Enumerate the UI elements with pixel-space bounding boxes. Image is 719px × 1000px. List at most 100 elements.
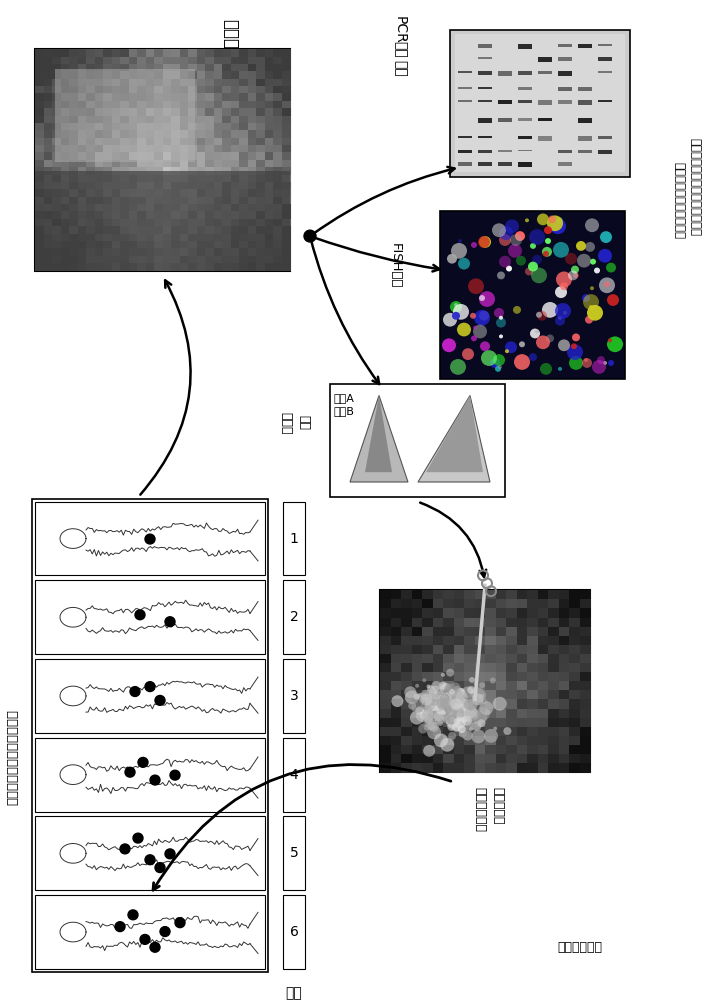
Bar <box>205 175 214 183</box>
Bar <box>222 167 232 176</box>
Bar <box>35 197 45 205</box>
Bar <box>196 71 206 80</box>
Bar <box>256 263 265 271</box>
Bar <box>60 241 70 249</box>
Circle shape <box>469 712 475 718</box>
Bar <box>44 167 53 176</box>
Bar <box>433 663 444 673</box>
Bar <box>52 226 62 235</box>
Circle shape <box>436 717 441 721</box>
Bar <box>401 590 413 600</box>
Circle shape <box>505 341 517 353</box>
Circle shape <box>449 717 456 723</box>
Bar <box>103 211 112 220</box>
Bar <box>222 108 232 117</box>
Bar <box>94 49 104 58</box>
Bar <box>516 681 528 691</box>
Bar <box>580 681 591 691</box>
Bar <box>580 745 591 755</box>
Bar <box>35 241 45 249</box>
Bar <box>411 654 423 664</box>
Bar <box>94 211 104 220</box>
Bar <box>475 699 486 709</box>
Bar <box>196 64 206 72</box>
Bar <box>78 64 87 72</box>
Bar <box>188 182 198 190</box>
Bar <box>256 145 265 153</box>
Text: 测试: 测试 <box>393 60 407 77</box>
Bar <box>443 745 454 755</box>
Bar <box>256 49 265 58</box>
Bar <box>495 627 507 637</box>
Bar <box>35 895 265 969</box>
Bar <box>60 86 70 94</box>
Bar <box>527 654 539 664</box>
Circle shape <box>563 311 567 315</box>
Bar <box>538 100 552 105</box>
Bar <box>60 64 70 72</box>
Bar <box>154 108 163 117</box>
Bar <box>205 152 214 161</box>
Bar <box>171 138 180 146</box>
Bar <box>103 130 112 139</box>
Text: 4: 4 <box>290 768 298 782</box>
Bar <box>559 590 570 600</box>
Circle shape <box>536 335 550 349</box>
Circle shape <box>557 217 563 223</box>
Circle shape <box>427 685 435 693</box>
Bar <box>145 234 155 242</box>
Bar <box>103 138 112 146</box>
Bar <box>188 145 198 153</box>
Bar <box>422 699 434 709</box>
Bar <box>247 241 257 249</box>
Circle shape <box>572 333 580 341</box>
Bar <box>44 130 53 139</box>
Bar <box>231 189 240 198</box>
Bar <box>78 241 87 249</box>
Bar <box>69 256 78 264</box>
Bar <box>162 86 172 94</box>
Bar <box>239 219 249 227</box>
Bar <box>162 211 172 220</box>
Bar <box>188 211 198 220</box>
Circle shape <box>442 338 456 352</box>
Bar <box>538 71 552 74</box>
Bar <box>273 86 283 94</box>
Bar <box>380 599 392 609</box>
Bar <box>137 93 147 102</box>
Circle shape <box>415 707 421 713</box>
Bar <box>380 681 392 691</box>
Bar <box>283 738 305 812</box>
Bar <box>569 645 580 655</box>
Bar <box>69 64 78 72</box>
Bar <box>231 64 240 72</box>
Bar <box>239 197 249 205</box>
Text: 1: 1 <box>290 532 298 546</box>
Bar <box>171 108 180 117</box>
Circle shape <box>498 365 502 369</box>
Circle shape <box>411 701 423 713</box>
Bar <box>475 736 486 746</box>
Bar <box>485 754 497 764</box>
Circle shape <box>456 691 468 703</box>
Bar <box>214 152 223 161</box>
Bar <box>171 189 180 198</box>
Bar <box>282 204 291 212</box>
Bar <box>214 160 223 168</box>
Bar <box>506 663 518 673</box>
Bar <box>86 152 96 161</box>
Polygon shape <box>426 395 483 472</box>
Bar <box>485 599 497 609</box>
Bar <box>464 627 475 637</box>
Circle shape <box>603 361 607 365</box>
Bar <box>129 248 138 257</box>
Circle shape <box>560 282 568 290</box>
Circle shape <box>469 716 482 730</box>
Bar <box>214 263 223 271</box>
Text: FISH检测: FISH检测 <box>388 243 401 288</box>
Bar <box>196 175 206 183</box>
Bar <box>558 71 572 76</box>
Bar <box>239 57 249 65</box>
Circle shape <box>454 717 466 728</box>
Bar <box>578 87 592 91</box>
